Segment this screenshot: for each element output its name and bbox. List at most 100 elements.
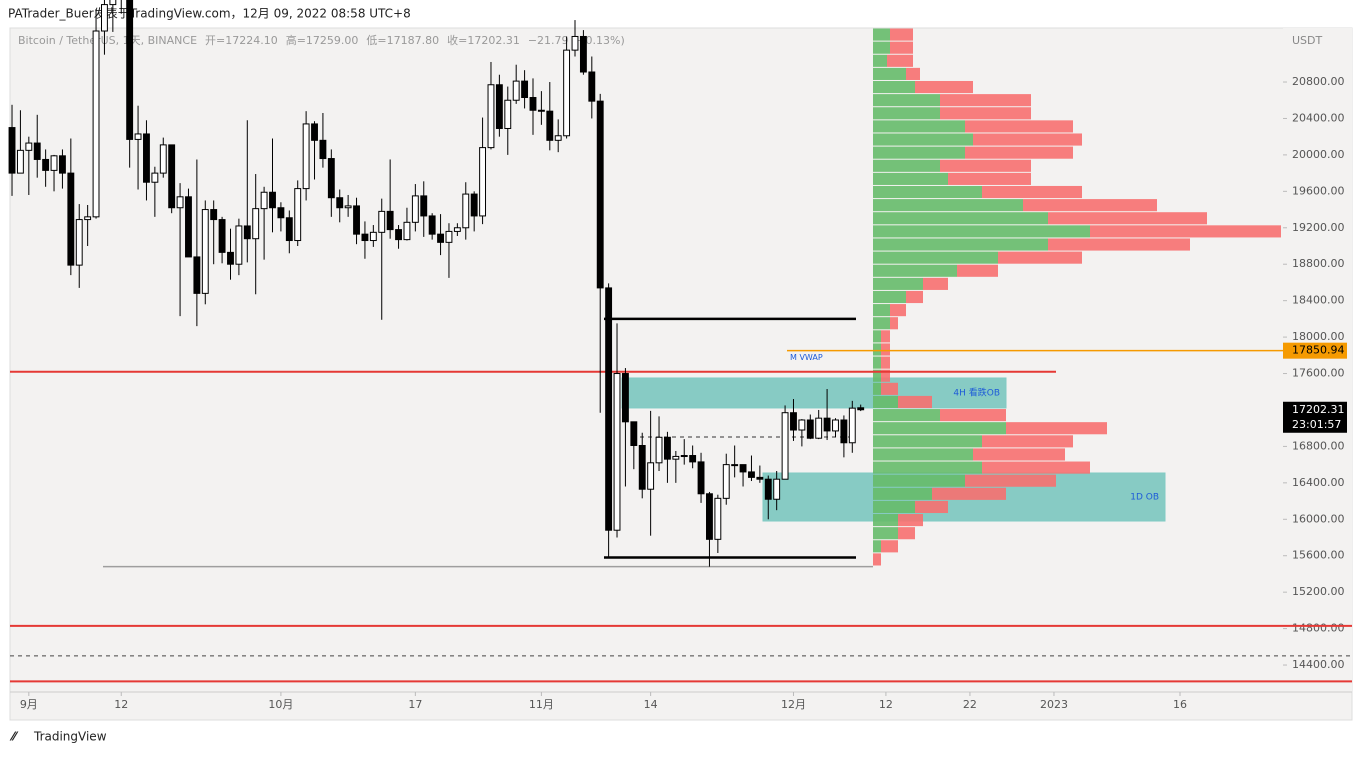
vp-sell: [965, 120, 1073, 133]
candle-body: [689, 455, 697, 463]
candle-body: [832, 419, 839, 432]
vp-sell: [887, 54, 913, 67]
candle-body: [756, 476, 764, 480]
vp-buy: [873, 172, 948, 185]
y-tick-label: 18800.00: [1292, 257, 1345, 270]
vp-sell: [982, 461, 1090, 474]
candle-body: [260, 191, 268, 210]
vp-sell: [1006, 422, 1107, 435]
y-tick-label: 16400.00: [1292, 476, 1345, 489]
vp-buy: [873, 527, 898, 540]
candle-body: [764, 478, 772, 500]
candle-body: [806, 419, 814, 439]
y-tick-label: 15200.00: [1292, 585, 1345, 598]
candle-body: [143, 133, 150, 183]
candle-body: [411, 195, 419, 223]
candle-body: [529, 97, 537, 111]
candle-body: [504, 99, 512, 129]
y-tick-label: 16000.00: [1292, 512, 1345, 525]
vp-buy: [873, 409, 940, 422]
vp-buy: [873, 199, 1023, 212]
candle-body: [168, 144, 176, 209]
candle-body: [672, 455, 680, 460]
vp-sell: [973, 133, 1082, 146]
candle-body: [269, 191, 276, 209]
candle-body: [663, 436, 671, 460]
vp-buy: [873, 369, 881, 382]
candle-body: [16, 149, 24, 174]
candle-body: [395, 229, 402, 241]
candle-body: [420, 195, 428, 217]
y-tick-label: 18000.00: [1292, 330, 1345, 343]
price-axis: [1283, 28, 1352, 692]
candle-body: [613, 373, 621, 531]
y-tick-label: 20800.00: [1292, 75, 1345, 88]
vp-buy: [873, 120, 965, 133]
candle-body: [571, 35, 579, 51]
vp-sell: [881, 330, 890, 343]
vp-sell: [982, 435, 1073, 448]
vp-sell: [890, 41, 913, 54]
vp-sell: [890, 304, 906, 317]
vp-buy: [873, 395, 898, 409]
candle-body: [722, 464, 730, 499]
vp-sell: [932, 487, 1006, 500]
candle-body: [294, 188, 302, 242]
vp-buy: [873, 133, 973, 146]
order-block: [621, 377, 1007, 409]
candle-body: [588, 71, 596, 102]
candle-body: [706, 493, 713, 540]
vp-sell: [948, 172, 1031, 185]
x-tick-label: 22: [963, 698, 977, 711]
vp-buy: [873, 159, 940, 172]
candle-body: [386, 210, 394, 231]
y-tick-label: 19200.00: [1292, 221, 1345, 234]
candle-body: [437, 233, 445, 243]
vp-buy: [873, 487, 932, 500]
vp-buy: [873, 225, 1090, 238]
candle-body: [67, 172, 75, 266]
candle-body: [731, 464, 739, 467]
vp-buy: [873, 185, 982, 199]
x-tick-label: 14: [644, 698, 658, 711]
last-price: 17202.31: [1292, 403, 1345, 416]
candle-body: [470, 193, 478, 217]
candle-body: [353, 205, 360, 235]
candle-body: [151, 172, 159, 183]
vp-buy: [873, 28, 890, 41]
candle-body: [798, 419, 806, 431]
candle-body: [630, 421, 638, 446]
vp-sell: [881, 356, 890, 369]
vwap-name: M VWAP: [790, 353, 823, 362]
candle-body: [621, 373, 629, 423]
legend: Bitcoin / TetherUS, 1天, BINANCE: [18, 34, 197, 47]
vp-buy: [873, 514, 898, 527]
vp-buy: [873, 356, 881, 369]
vp-buy: [873, 80, 915, 94]
candle-body: [714, 497, 722, 540]
x-tick-label: 12: [879, 698, 893, 711]
vp-buy: [873, 474, 965, 487]
vp-sell: [923, 277, 948, 290]
vp-buy: [873, 343, 881, 356]
candle-body: [773, 478, 781, 500]
y-tick-label: 17600.00: [1292, 367, 1345, 380]
candle-body: [857, 407, 865, 411]
vp-sell: [906, 290, 923, 304]
countdown: 23:01:57: [1292, 418, 1341, 431]
vp-sell: [1048, 238, 1190, 251]
x-tick-label: 9月: [20, 698, 38, 711]
candle-body: [605, 287, 613, 531]
candle-body: [235, 225, 243, 265]
vp-sell: [915, 80, 973, 94]
candle-body: [8, 127, 16, 174]
vp-sell: [898, 395, 932, 409]
vp-buy: [873, 277, 923, 290]
legend-symbol: Bitcoin / TetherUS, 1天, BINANCE: [18, 34, 197, 47]
candle-body: [579, 35, 587, 73]
order-block-label: 4H 看跌OB: [953, 386, 1000, 398]
candle-body: [50, 155, 58, 171]
candle-body: [92, 30, 100, 218]
x-tick-label: 16: [1173, 698, 1187, 711]
